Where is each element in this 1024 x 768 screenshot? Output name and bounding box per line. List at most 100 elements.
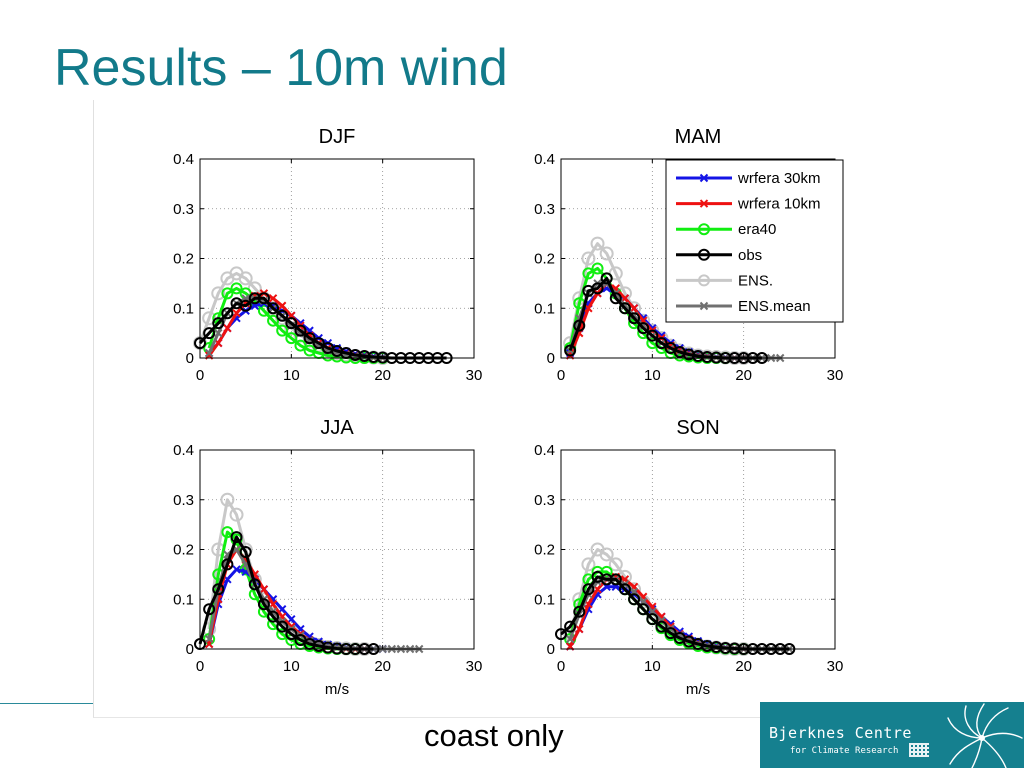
data-point: [203, 327, 216, 340]
y-tick-label: 0.3: [173, 201, 194, 218]
data-point: [239, 545, 252, 558]
data-point: [267, 314, 280, 327]
legend-item: ENS.: [676, 272, 773, 289]
data-point: [212, 317, 225, 330]
data-point: [608, 557, 623, 572]
data-point: [221, 558, 234, 571]
x-tick-label: 10: [283, 658, 300, 675]
legend-marker: [699, 173, 709, 183]
data-point: [609, 292, 622, 305]
data-point: [232, 565, 241, 574]
y-tick-label: 0.3: [534, 492, 555, 509]
legend-label: ENS.mean: [738, 298, 811, 315]
data-point: [600, 272, 613, 285]
data-point: [276, 309, 289, 322]
legend-item: wrfera 10km: [676, 196, 821, 213]
x-tick-label: 10: [283, 367, 300, 384]
y-tick-label: 0.4: [173, 151, 194, 168]
y-tick-label: 0.2: [173, 542, 194, 559]
y-tick-label: 0.4: [534, 151, 555, 168]
legend-box: [665, 159, 844, 323]
data-point: [220, 492, 235, 507]
data-point: [277, 301, 287, 310]
x-tick-label: 20: [374, 658, 391, 675]
chart-title: DJF: [319, 126, 356, 148]
x-tick-label: 10: [644, 658, 661, 675]
data-point: [229, 507, 244, 522]
data-point: [204, 634, 214, 644]
data-point: [600, 565, 613, 578]
logo-grid-mark: [909, 743, 929, 757]
legend-label: wrfera 10km: [737, 196, 821, 213]
data-point: [618, 583, 631, 596]
legend-marker: [698, 248, 710, 261]
y-tick-label: 0.2: [534, 251, 555, 268]
legend-marker: [699, 199, 709, 208]
x-tick-label: 10: [644, 367, 661, 384]
data-point: [599, 246, 614, 261]
data-point: [590, 236, 605, 251]
y-tick-label: 0.1: [173, 300, 194, 317]
data-point: [285, 317, 298, 330]
chart-title: MAM: [675, 126, 722, 148]
data-point: [664, 627, 677, 640]
y-tick-label: 0: [547, 350, 555, 367]
data-point: [648, 604, 657, 614]
data-point: [238, 271, 253, 286]
data-point: [303, 332, 316, 345]
data-point: [221, 307, 234, 320]
legend: wrfera 30km wrfera 10km era40 obs ENS. ENS.me…: [665, 159, 844, 323]
x-tick-label: 0: [557, 367, 565, 384]
data-point: [267, 302, 280, 315]
logo-subtitle: for Climate Research: [790, 746, 899, 756]
legend-marker: [699, 301, 709, 311]
y-tick-label: 0.4: [534, 442, 555, 459]
x-axis-label: m/s: [325, 681, 349, 698]
chart-panel-son: 0 10 20 30 0 0.1 0.2 0.3 0.4 SON m/s: [534, 417, 843, 698]
data-point: [203, 603, 216, 616]
data-point: [575, 624, 584, 634]
data-point: [655, 620, 668, 633]
data-point: [629, 304, 639, 313]
data-point: [655, 337, 668, 350]
chart-panel-jja: 0 10 20 30 0 0.1 0.2 0.3 0.4 JJA m/s: [173, 417, 482, 698]
data-point: [637, 322, 650, 335]
data-point: [637, 603, 650, 616]
x-tick-label: 20: [735, 658, 752, 675]
y-tick-label: 0.4: [173, 442, 194, 459]
y-tick-label: 0: [547, 641, 555, 658]
data-point: [221, 526, 234, 539]
data-point: [646, 613, 659, 626]
data-point: [294, 324, 307, 337]
x-tick-label: 30: [466, 367, 483, 384]
data-point: [223, 323, 232, 333]
data-point: [628, 593, 641, 606]
y-tick-label: 0.1: [534, 300, 555, 317]
y-tick-label: 0: [186, 641, 194, 658]
data-point: [248, 578, 261, 591]
data-point: [591, 262, 604, 275]
legend-item: wrfera 30km: [676, 170, 821, 187]
data-point: [581, 251, 596, 266]
slide-title: Results – 10m wind: [54, 39, 508, 97]
data-point: [276, 324, 289, 337]
data-point: [565, 634, 575, 644]
data-point: [564, 620, 577, 633]
data-point: [599, 547, 614, 562]
data-point: [582, 583, 595, 596]
chart-panel-djf: 0 10 20 30 0 0.1 0.2 0.3 0.4 DJF: [173, 126, 482, 384]
y-tick-label: 0.2: [534, 542, 555, 559]
data-point: [257, 598, 270, 611]
data-point: [618, 302, 631, 315]
data-point: [230, 531, 243, 544]
x-tick-label: 20: [735, 367, 752, 384]
x-tick-label: 0: [196, 658, 204, 675]
data-point: [268, 294, 278, 303]
data-point: [591, 282, 604, 295]
data-point: [214, 328, 223, 338]
data-point: [573, 319, 586, 332]
legend-label: era40: [738, 221, 776, 238]
logo-bjerknes: Bjerknes Centre for Climate Research: [760, 702, 1024, 768]
data-point: [573, 605, 586, 618]
data-point: [584, 304, 593, 313]
